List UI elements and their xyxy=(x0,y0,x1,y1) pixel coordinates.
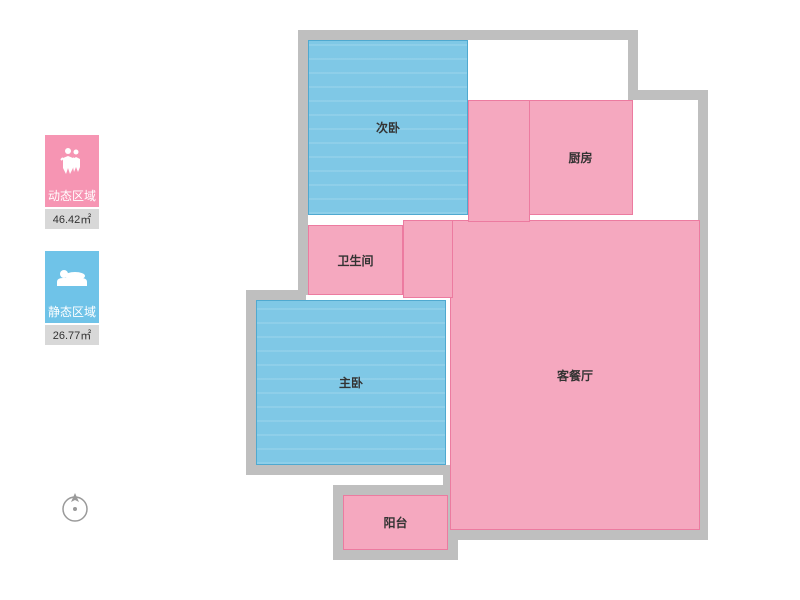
wall-segment xyxy=(246,290,256,475)
wall-segment xyxy=(246,290,306,300)
room-label: 主卧 xyxy=(339,374,363,391)
legend-value-static: 26.77㎡ xyxy=(45,325,99,345)
legend-label-dynamic: 动态区域 xyxy=(45,184,99,207)
room-living-ext2 xyxy=(468,100,530,222)
room-label: 客餐厅 xyxy=(557,367,593,384)
room-living-dining: 客餐厅 xyxy=(450,220,700,530)
room-living-ext xyxy=(403,220,453,298)
wall-segment xyxy=(448,530,708,540)
wall-segment xyxy=(333,485,453,495)
legend-value-dynamic: 46.42㎡ xyxy=(45,209,99,229)
wall-segment xyxy=(298,30,308,220)
people-icon xyxy=(45,135,99,185)
wall-segment xyxy=(298,215,308,295)
wall-segment xyxy=(333,550,458,560)
room-label: 阳台 xyxy=(383,514,407,531)
wall-segment xyxy=(628,90,708,100)
legend-label-static: 静态区域 xyxy=(45,300,99,323)
room-master-bedroom: 主卧 xyxy=(256,300,446,465)
floorplan: 次卧厨房卫生间主卧 客餐厅阳台 xyxy=(218,30,748,570)
sleep-icon xyxy=(45,251,99,301)
room-label: 卫生间 xyxy=(337,252,373,269)
legend-panel: 动态区域 46.42㎡ 静态区域 26.77㎡ xyxy=(45,135,99,367)
room-secondary-bedroom: 次卧 xyxy=(308,40,468,215)
wall-segment xyxy=(246,465,451,475)
room-label: 次卧 xyxy=(376,119,400,136)
room-balcony: 阳台 xyxy=(343,495,448,550)
wall-segment xyxy=(298,30,638,40)
room-label: 厨房 xyxy=(568,149,592,166)
room-bathroom: 卫生间 xyxy=(308,225,403,295)
room-kitchen: 厨房 xyxy=(528,100,633,215)
compass-icon xyxy=(58,490,92,529)
legend-item-dynamic: 动态区域 46.42㎡ xyxy=(45,135,99,229)
legend-item-static: 静态区域 26.77㎡ xyxy=(45,251,99,345)
wall-segment xyxy=(333,485,343,560)
